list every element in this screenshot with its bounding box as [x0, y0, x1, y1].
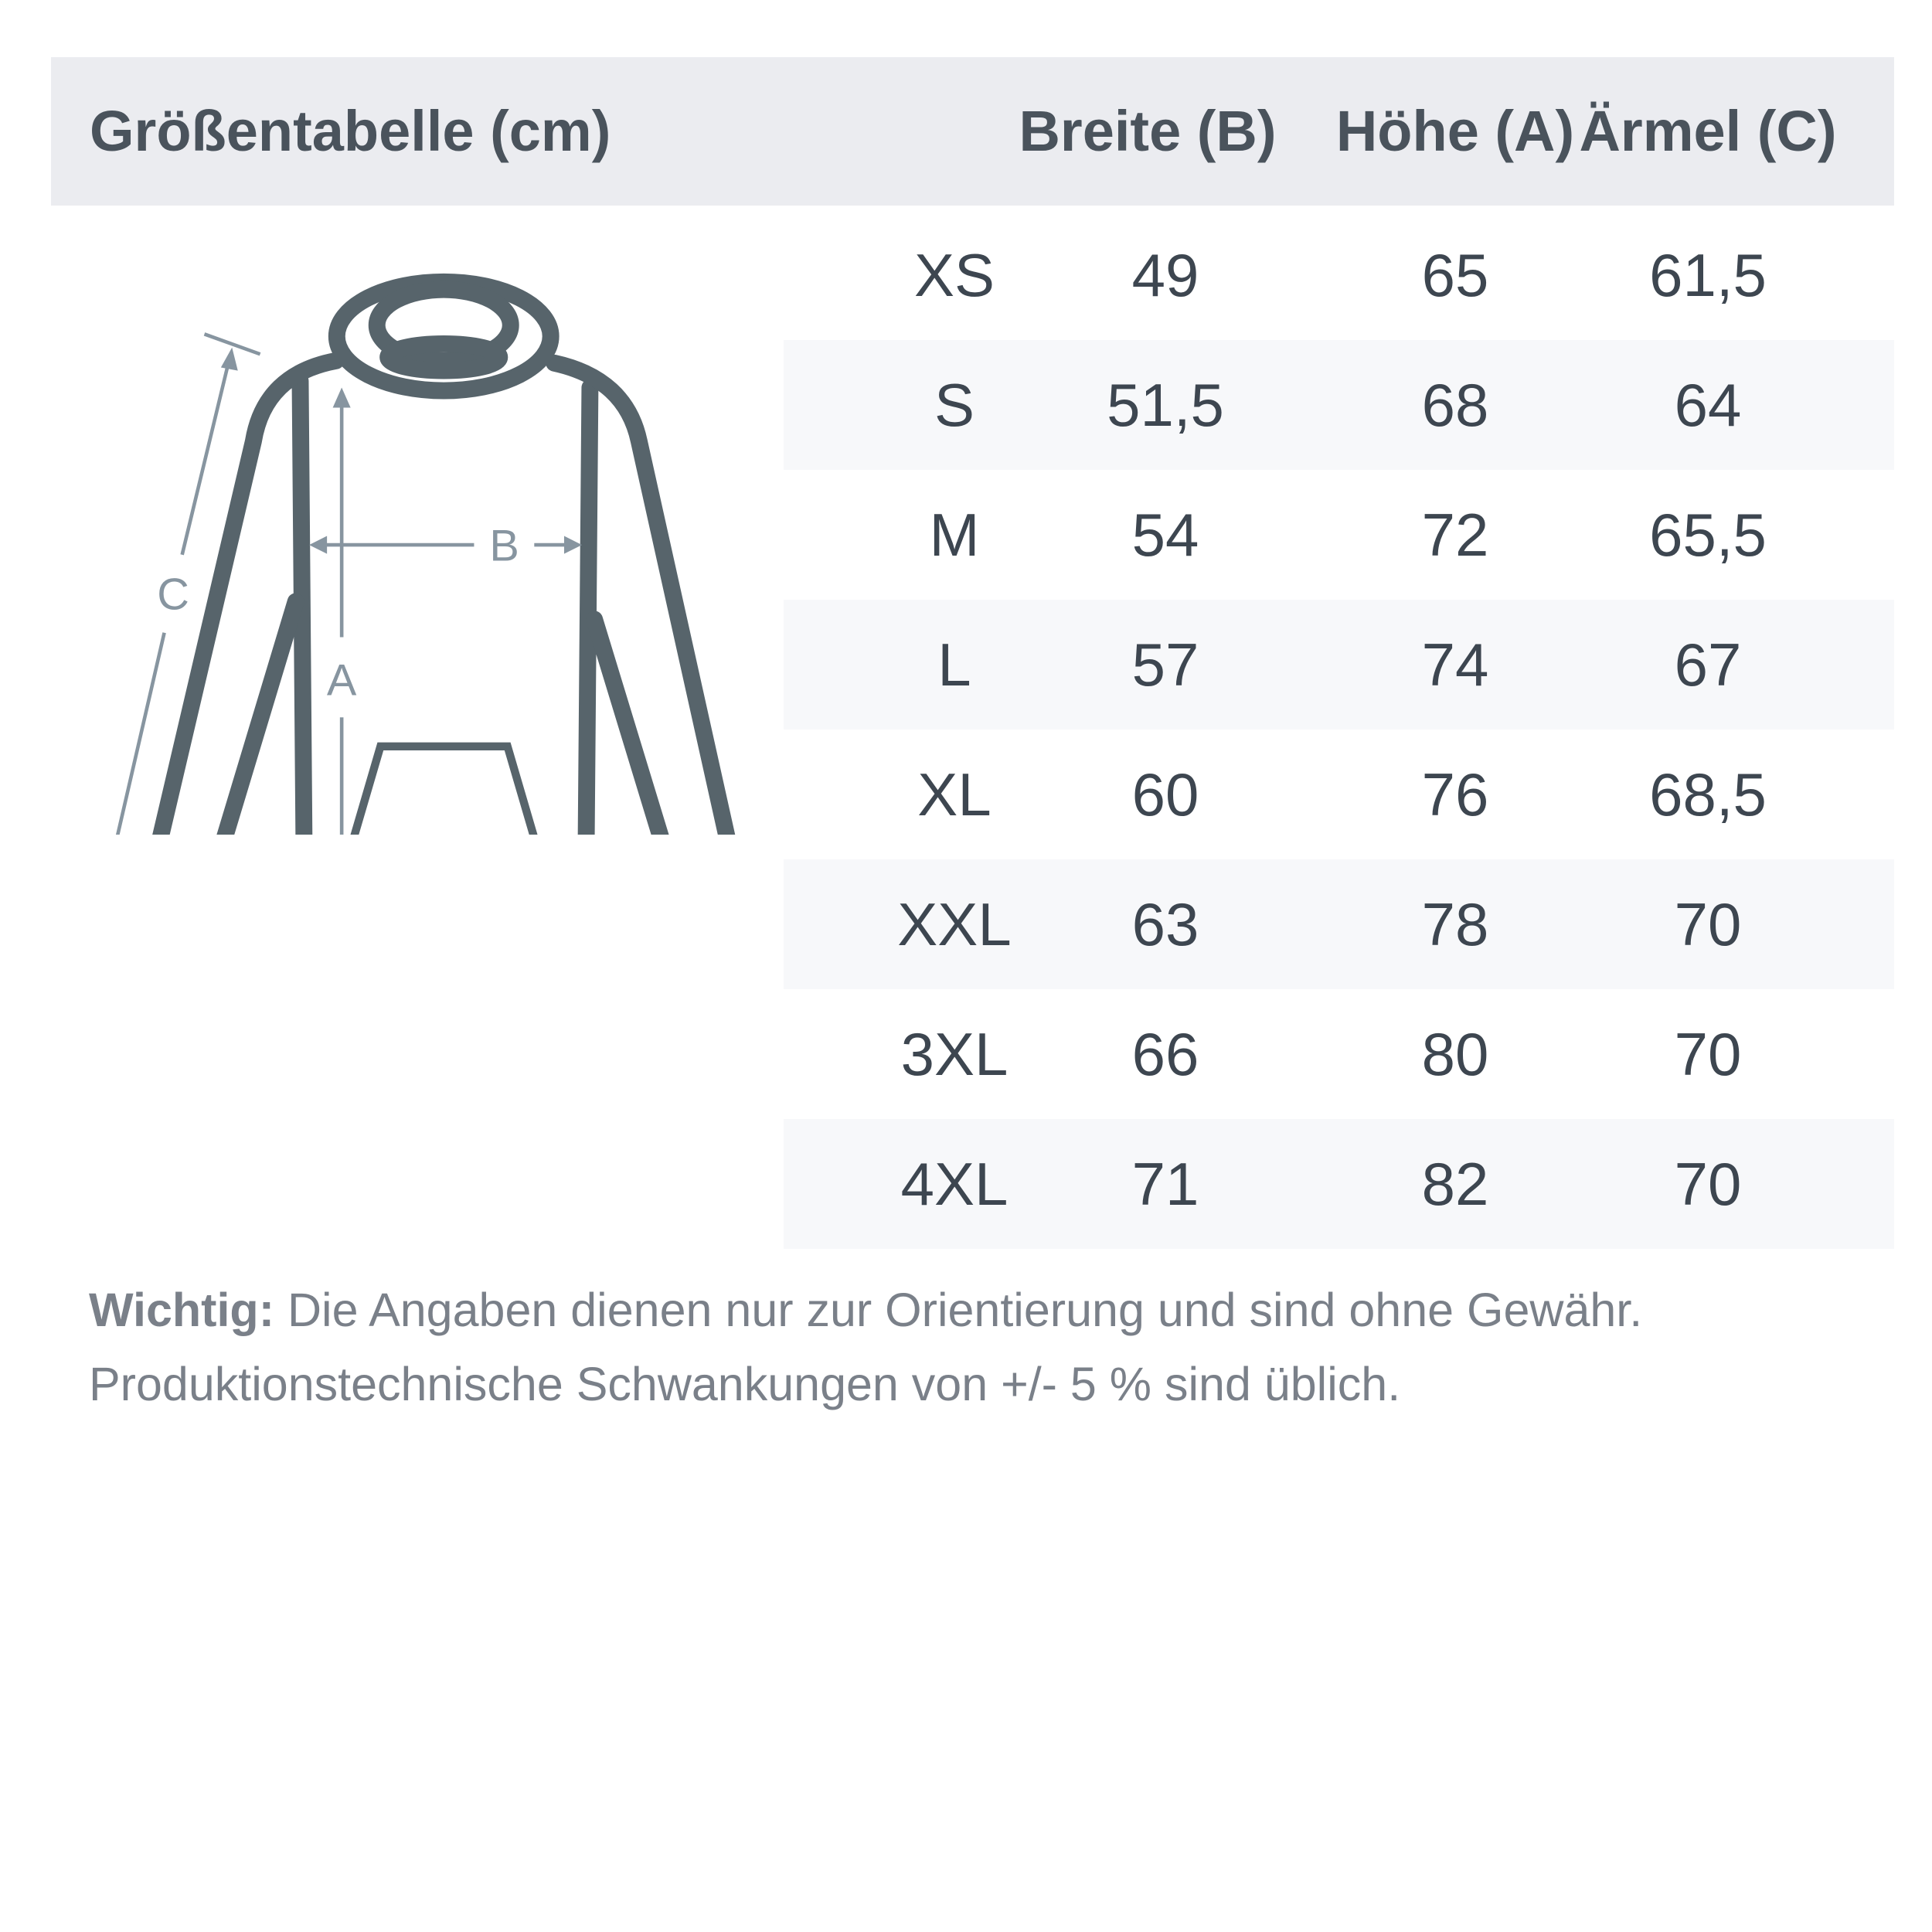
table-row: XL 60 76 68,5: [784, 730, 1894, 859]
table-row: 4XL 71 82 70: [784, 1119, 1894, 1249]
measure-c-tick: [203, 332, 261, 356]
note-line-1: Wichtig: Die Angaben dienen nur zur Orie…: [89, 1283, 1642, 1337]
cell-hoehe: 80: [1421, 1020, 1489, 1088]
cell-size: S: [934, 371, 975, 439]
hood-inner: [368, 281, 519, 369]
cell-hoehe: 82: [1421, 1150, 1489, 1218]
cell-aermel: 64: [1674, 371, 1742, 439]
cell-hoehe: 65: [1421, 241, 1489, 309]
measure-c-line: [180, 360, 231, 556]
cell-breite: 54: [1131, 501, 1199, 569]
cell-size: XXL: [897, 890, 1012, 958]
label-b: B: [489, 521, 519, 570]
cell-size: M: [929, 501, 980, 569]
table-row: S 51,5 68 64: [784, 340, 1894, 470]
column-header-hoehe: Höhe (A): [1335, 99, 1575, 163]
cell-hoehe: 68: [1421, 371, 1489, 439]
neck-opening: [379, 335, 509, 379]
arrow-up-icon: [220, 347, 238, 371]
cell-hoehe: 72: [1421, 501, 1489, 569]
cell-breite: 49: [1131, 241, 1199, 309]
cell-breite: 71: [1131, 1150, 1199, 1218]
right-sleeve: [546, 354, 736, 835]
cell-size: XS: [913, 241, 995, 309]
cell-breite: 51,5: [1107, 371, 1224, 439]
table-row: M 54 72 65,5: [784, 470, 1894, 600]
cell-hoehe: 78: [1421, 890, 1489, 958]
cell-breite: 57: [1131, 631, 1199, 699]
arrow-right-icon: [563, 536, 583, 554]
cell-size: 4XL: [900, 1150, 1009, 1218]
pocket: [350, 742, 538, 835]
arrow-up-icon: [332, 387, 351, 408]
cell-hoehe: 76: [1421, 760, 1489, 828]
cell-aermel: 70: [1674, 1020, 1742, 1088]
table-row: 3XL 66 80 70: [784, 989, 1894, 1119]
cell-breite: 60: [1131, 760, 1199, 828]
note-text-1: Die Angaben dienen nur zur Orientierung …: [274, 1284, 1643, 1336]
cell-breite: 63: [1131, 890, 1199, 958]
column-header-breite: Breite (B): [1019, 99, 1277, 163]
cell-aermel: 70: [1674, 890, 1742, 958]
measure-c-line: [115, 632, 166, 835]
cell-size: L: [937, 631, 971, 699]
column-header-aermel: Ärmel (C): [1579, 99, 1837, 163]
cell-size: XL: [917, 760, 992, 828]
note-label: Wichtig:: [89, 1284, 275, 1336]
page-title: Größentabelle (cm): [90, 99, 611, 163]
cell-breite: 66: [1131, 1020, 1199, 1088]
table-row: XXL 63 78 70: [784, 859, 1894, 989]
cell-aermel: 70: [1674, 1150, 1742, 1218]
table-row: XS 49 65 61,5: [784, 210, 1894, 340]
cell-aermel: 67: [1674, 631, 1742, 699]
table-header: Größentabelle (cm) Breite (B) Höhe (A) Ä…: [51, 57, 1894, 206]
cell-hoehe: 74: [1421, 631, 1489, 699]
cell-size: 3XL: [900, 1020, 1009, 1088]
cell-aermel: 65,5: [1649, 501, 1767, 569]
body-outline: [291, 372, 599, 835]
label-c: C: [157, 570, 189, 620]
left-sleeve: [152, 352, 345, 835]
note-line-2: Produktionstechnische Schwankungen von +…: [89, 1358, 1401, 1410]
cell-aermel: 68,5: [1649, 760, 1767, 828]
hoodie-diagram: A B C: [115, 273, 736, 835]
arrow-left-icon: [309, 536, 328, 554]
table-row: L 57 74 67: [784, 600, 1894, 730]
label-a: A: [327, 655, 357, 705]
cell-aermel: 61,5: [1649, 241, 1767, 309]
